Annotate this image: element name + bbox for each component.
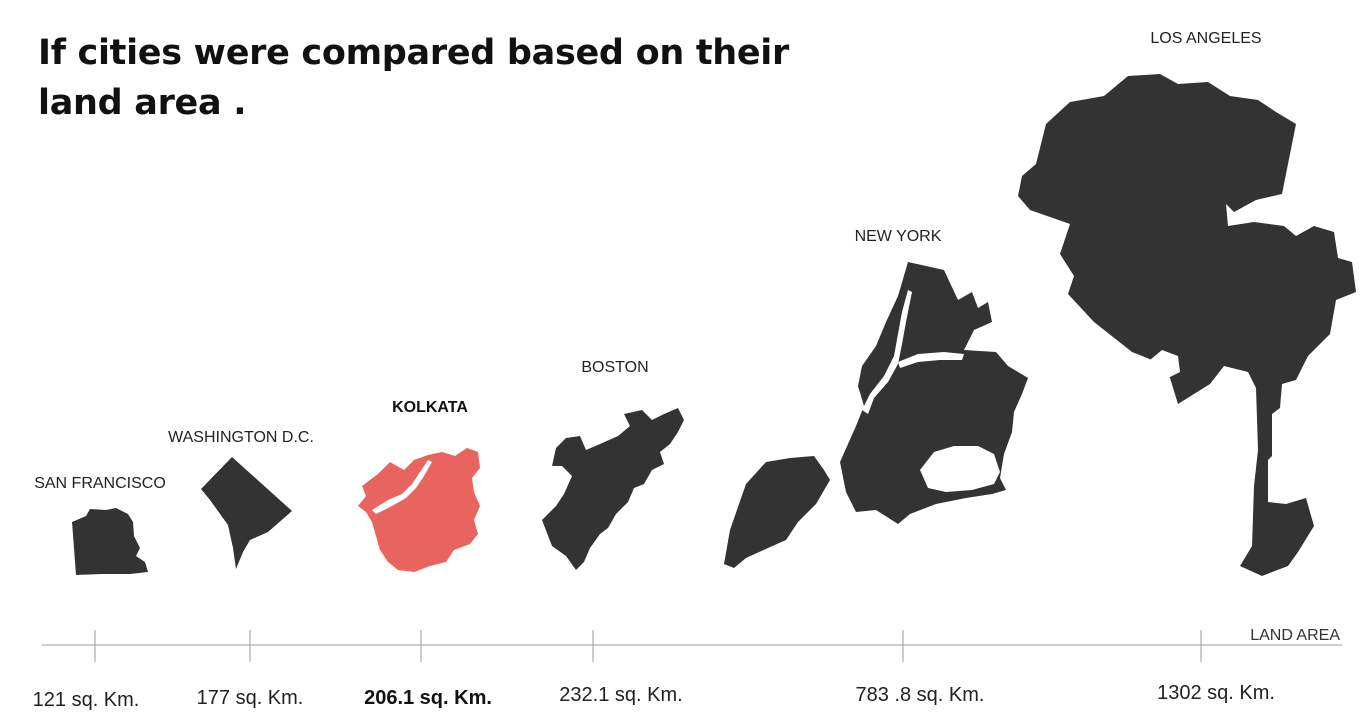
- city-labels: SAN FRANCISCO WASHINGTON D.C. KOLKATA BO…: [34, 30, 1261, 492]
- area-label-new-york: 783 .8 sq. Km.: [856, 684, 985, 706]
- los-angeles-coastal-notch: [1150, 350, 1180, 378]
- area-label-kolkata: 206.1 sq. Km.: [364, 687, 492, 709]
- chart-title: If cities were compared based on their l…: [38, 33, 789, 123]
- boston-shape: [542, 408, 684, 570]
- new-york-sound: [898, 352, 964, 368]
- city-shapes: [72, 74, 1356, 576]
- new-york-east-river: [862, 290, 912, 414]
- city-label-washington-dc: WASHINGTON D.C.: [168, 429, 314, 446]
- kolkata-river: [372, 460, 432, 514]
- city-label-san-francisco: SAN FRANCISCO: [34, 475, 166, 492]
- area-labels: 121 sq. Km. 177 sq. Km. 206.1 sq. Km. 23…: [33, 682, 1275, 711]
- city-label-new-york: NEW YORK: [855, 228, 942, 245]
- new-york-jamaica-bay: [920, 446, 1000, 492]
- area-label-washington-dc: 177 sq. Km.: [197, 687, 304, 709]
- washington-dc-shape: [201, 457, 292, 569]
- city-label-los-angeles: LOS ANGELES: [1150, 30, 1261, 47]
- area-label-san-francisco: 121 sq. Km.: [33, 689, 140, 711]
- new-york-staten-island-shape: [724, 456, 830, 568]
- area-label-boston: 232.1 sq. Km.: [559, 684, 682, 706]
- los-angeles-shape: [1018, 74, 1356, 576]
- san-francisco-shape: [72, 508, 148, 575]
- axis-ticks: [94, 630, 1202, 662]
- city-label-kolkata: KOLKATA: [392, 399, 468, 416]
- axis-title: LAND AREA: [1250, 627, 1340, 644]
- area-label-los-angeles: 1302 sq. Km.: [1157, 682, 1275, 704]
- city-label-boston: BOSTON: [581, 359, 648, 376]
- kolkata-shape: [358, 448, 480, 572]
